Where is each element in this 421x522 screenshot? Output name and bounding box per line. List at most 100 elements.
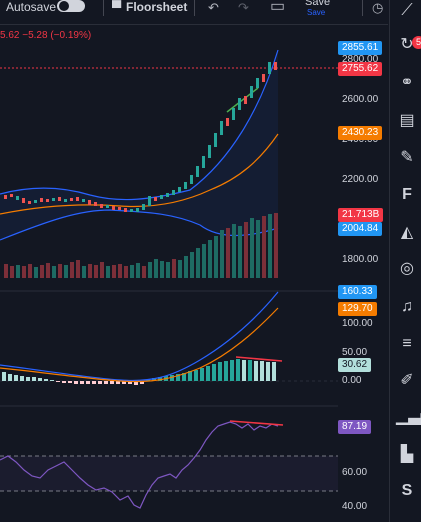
macd-hist-bar bbox=[86, 381, 90, 384]
upper-band-tag: 2855.61 bbox=[338, 41, 383, 55]
macd-hist-bar bbox=[170, 375, 174, 381]
price-label: 1800.00 bbox=[342, 254, 379, 265]
save-sub-label: Save bbox=[307, 8, 326, 17]
candle bbox=[142, 204, 145, 210]
candle bbox=[40, 198, 43, 202]
histogram-tag: 30.62 bbox=[338, 358, 372, 372]
signal-bars-icon[interactable]: ▁▃▅ bbox=[396, 408, 421, 425]
volume-bar bbox=[256, 220, 260, 278]
candle bbox=[16, 196, 19, 200]
candle bbox=[226, 118, 229, 126]
candle bbox=[100, 204, 103, 208]
macd-hist-bar bbox=[206, 366, 210, 381]
trendline-annotation[interactable] bbox=[226, 87, 259, 113]
redo-icon[interactable]: ↷ bbox=[238, 0, 249, 15]
price-scale[interactable]: 2800.00 2600.00 2400.00 2200.00 1800.00 … bbox=[338, 24, 388, 522]
volume-bar bbox=[70, 262, 74, 278]
candle bbox=[112, 206, 115, 210]
volume-bar bbox=[232, 224, 236, 278]
macd-hist-bar bbox=[116, 381, 120, 384]
macd-hist-bar bbox=[218, 362, 222, 381]
macd-hist-bar bbox=[272, 362, 276, 381]
volume-bar bbox=[64, 265, 68, 278]
candle bbox=[220, 121, 223, 135]
candles-group bbox=[4, 62, 277, 212]
volume-bar bbox=[274, 213, 278, 278]
volume-bar bbox=[106, 266, 110, 278]
autosave-label: Autosave bbox=[6, 0, 57, 14]
macd-hist-bar bbox=[134, 381, 138, 385]
floorsheet-icon[interactable]: ▀ bbox=[112, 0, 122, 15]
macd-hist-bar bbox=[74, 381, 78, 384]
macd-scale-label: 0.00 bbox=[342, 375, 362, 386]
macd-hist-bar bbox=[14, 375, 18, 381]
macd-hist-bar bbox=[182, 373, 186, 381]
autosave-toggle[interactable] bbox=[57, 0, 85, 12]
lower-band-tag: 2004.84 bbox=[338, 222, 383, 236]
macd-hist-bar bbox=[212, 364, 216, 381]
candle bbox=[22, 198, 25, 203]
volume-bar bbox=[16, 265, 20, 278]
volume-bar bbox=[154, 259, 158, 278]
volume-bar bbox=[148, 262, 152, 278]
clock-icon[interactable]: ◷ bbox=[372, 0, 384, 15]
candle bbox=[172, 190, 175, 195]
dollar-s-icon[interactable]: S bbox=[401, 482, 413, 499]
binoculars-icon[interactable]: ⚭ bbox=[400, 74, 414, 91]
macd-hist-bar bbox=[56, 381, 60, 382]
candle bbox=[64, 199, 67, 202]
candle bbox=[136, 208, 139, 212]
candle bbox=[28, 201, 31, 204]
macd-hist-bar bbox=[158, 377, 162, 381]
price-label: 2800.00 bbox=[342, 54, 379, 65]
candle bbox=[184, 182, 187, 189]
macd-hist-bar bbox=[80, 381, 84, 384]
macd-divergence-line[interactable] bbox=[235, 356, 283, 362]
undo-icon[interactable]: ↶ bbox=[208, 0, 219, 15]
volume-tag: 21.713B bbox=[338, 208, 384, 222]
bell-icon[interactable]: ♫ bbox=[401, 298, 413, 315]
volume-bar bbox=[184, 256, 188, 278]
alerts-icon[interactable]: ↻ 5 bbox=[396, 34, 421, 56]
layout-icon[interactable]: ▭ bbox=[270, 0, 286, 15]
candle bbox=[76, 197, 79, 201]
volume-bar bbox=[112, 265, 116, 278]
pencil-icon[interactable]: ✐ bbox=[400, 372, 414, 389]
compass-icon[interactable]: ◎ bbox=[400, 260, 414, 277]
news-icon[interactable]: ▤ bbox=[399, 112, 415, 129]
macd-hist-bar bbox=[188, 371, 192, 381]
bollinger-fill bbox=[0, 50, 278, 240]
area-chart-icon[interactable]: ◭ bbox=[400, 224, 414, 241]
candle bbox=[274, 62, 277, 70]
candle bbox=[268, 62, 271, 74]
rsi-divergence-line[interactable] bbox=[229, 420, 284, 426]
volume-bar bbox=[118, 264, 122, 278]
macd-hist-bar bbox=[38, 378, 42, 381]
macd-hist-bar bbox=[128, 381, 132, 384]
fundamentals-icon[interactable]: F bbox=[402, 186, 412, 203]
macd-scale-label: 100.00 bbox=[342, 318, 373, 329]
candle bbox=[244, 96, 247, 104]
macd-hist-bar bbox=[242, 360, 246, 381]
volume-bar bbox=[250, 218, 254, 278]
chart-canvas[interactable] bbox=[0, 0, 338, 522]
candle bbox=[124, 208, 127, 212]
ema-tag: 2430.23 bbox=[338, 126, 383, 140]
volume-bar bbox=[130, 265, 134, 278]
candle bbox=[166, 193, 169, 197]
last-price-tag: 2755.62 bbox=[338, 62, 383, 76]
floorsheet-button[interactable]: Floorsheet bbox=[126, 0, 188, 14]
candle bbox=[34, 200, 37, 203]
bar-stats-icon[interactable]: ▙ bbox=[400, 446, 414, 463]
chart-line-icon[interactable]: ⟋ bbox=[401, 2, 413, 19]
save-button[interactable]: Save bbox=[305, 0, 331, 8]
brush-icon[interactable]: ✎ bbox=[400, 149, 414, 166]
macd-hist-bar bbox=[146, 380, 150, 381]
macd-hist-bar bbox=[32, 377, 36, 381]
candle bbox=[70, 198, 73, 201]
top-toolbar: Autosave ▀ Floorsheet ↶ ↷ ▭ Save Save ◷ bbox=[0, 0, 388, 25]
volume-bar bbox=[262, 216, 266, 278]
hamburger-icon[interactable]: ≡ bbox=[402, 335, 412, 352]
volume-bar bbox=[238, 226, 242, 278]
candle bbox=[178, 187, 181, 192]
